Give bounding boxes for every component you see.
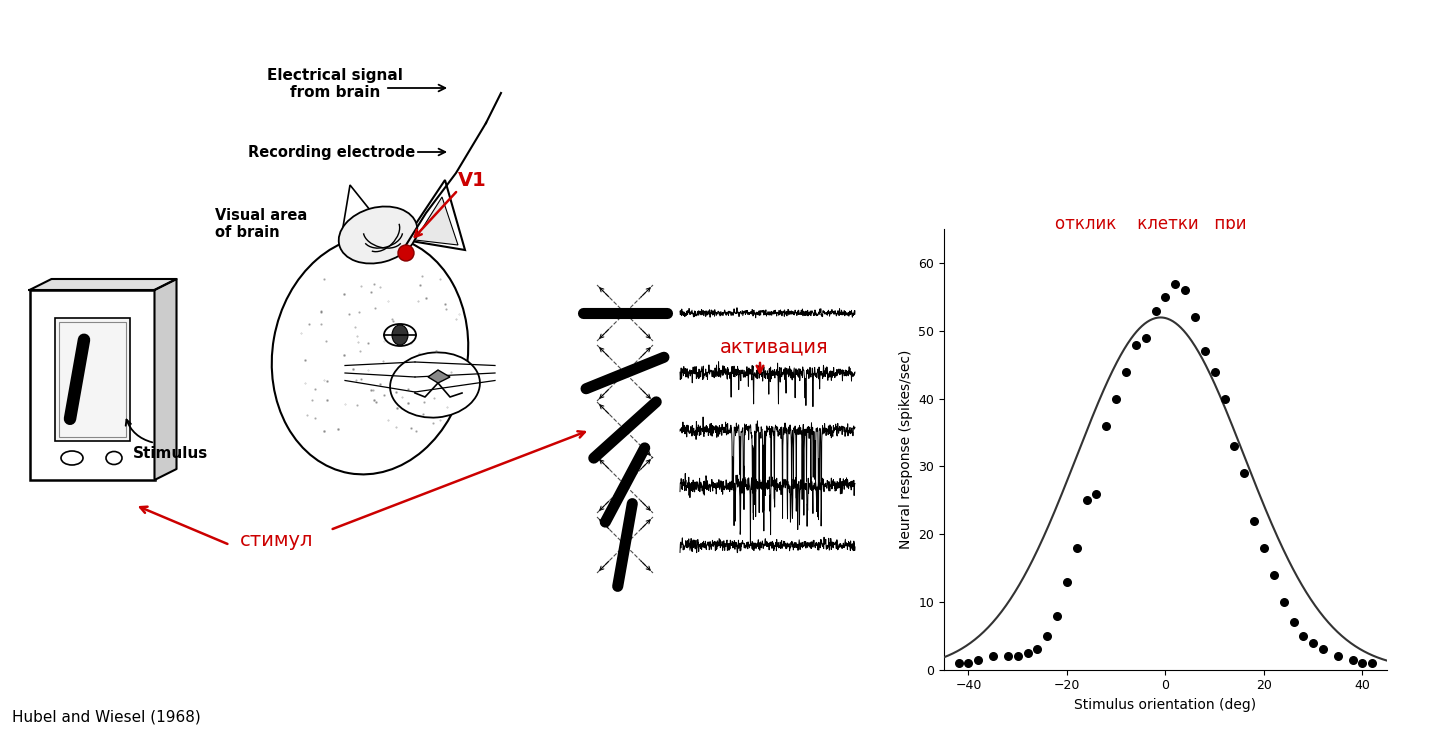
- Point: [1134, 332, 1157, 343]
- Text: отклик    клетки   при: отклик клетки при: [1055, 215, 1247, 233]
- Point: [1341, 653, 1364, 665]
- Ellipse shape: [106, 451, 122, 465]
- Point: [1184, 312, 1207, 323]
- Text: Recording electrode: Recording electrode: [247, 144, 415, 160]
- Ellipse shape: [272, 235, 468, 474]
- Bar: [54, 317, 130, 441]
- Point: [1007, 650, 1030, 662]
- Point: [1283, 616, 1306, 628]
- Point: [1114, 366, 1137, 377]
- Point: [1243, 515, 1266, 527]
- Point: [1105, 393, 1128, 405]
- X-axis label: Stimulus orientation (deg): Stimulus orientation (deg): [1074, 698, 1257, 712]
- Point: [1035, 630, 1058, 642]
- Ellipse shape: [385, 324, 416, 346]
- Text: активация: активация: [719, 337, 828, 357]
- Point: [1075, 494, 1098, 506]
- Text: Visual area
of brain: Visual area of brain: [214, 208, 307, 240]
- Point: [947, 657, 970, 669]
- Point: [1253, 542, 1276, 554]
- Point: [1025, 644, 1048, 656]
- Polygon shape: [154, 279, 176, 480]
- Point: [1065, 542, 1088, 554]
- Point: [1164, 278, 1187, 289]
- Point: [1144, 305, 1167, 317]
- Polygon shape: [405, 180, 465, 250]
- Polygon shape: [428, 370, 450, 383]
- Text: стимул: стимул: [240, 531, 313, 550]
- Point: [1095, 420, 1118, 431]
- Point: [1311, 644, 1334, 656]
- Point: [1223, 440, 1246, 452]
- Polygon shape: [30, 279, 176, 290]
- Point: [1351, 657, 1374, 669]
- Y-axis label: Neural response (spikes/sec): Neural response (spikes/sec): [898, 350, 912, 549]
- Ellipse shape: [61, 451, 83, 465]
- Polygon shape: [415, 197, 458, 245]
- Point: [1174, 284, 1197, 296]
- Point: [1263, 569, 1286, 581]
- Text: Electrical signal
from brain: Electrical signal from brain: [267, 68, 403, 101]
- Point: [1233, 468, 1256, 480]
- Text: V1: V1: [458, 170, 486, 189]
- Point: [1301, 636, 1324, 648]
- Bar: [30, 290, 154, 480]
- Point: [1085, 488, 1108, 500]
- Point: [1017, 647, 1040, 659]
- Bar: [59, 322, 126, 437]
- Point: [1361, 657, 1384, 669]
- Point: [1327, 650, 1350, 662]
- Point: [1194, 346, 1217, 357]
- Point: [1273, 596, 1296, 608]
- Circle shape: [398, 245, 415, 261]
- Ellipse shape: [339, 206, 418, 263]
- Text: Hubel and Wiesel (1968): Hubel and Wiesel (1968): [11, 710, 200, 725]
- Point: [957, 657, 980, 669]
- Point: [997, 650, 1020, 662]
- Point: [967, 653, 990, 665]
- Text: изменении  ориентации: изменении ориентации: [1055, 243, 1267, 261]
- Point: [1045, 610, 1068, 622]
- Polygon shape: [340, 185, 390, 245]
- Point: [1124, 339, 1147, 351]
- Point: [1154, 292, 1177, 303]
- Point: [1213, 393, 1236, 405]
- Point: [981, 650, 1004, 662]
- Point: [1055, 576, 1078, 588]
- Text: Stimulus: Stimulus: [133, 445, 207, 460]
- Ellipse shape: [390, 352, 480, 417]
- Text: стимула: стимула: [1055, 271, 1128, 289]
- Point: [1203, 366, 1226, 377]
- Point: [1291, 630, 1314, 642]
- Ellipse shape: [392, 325, 408, 345]
